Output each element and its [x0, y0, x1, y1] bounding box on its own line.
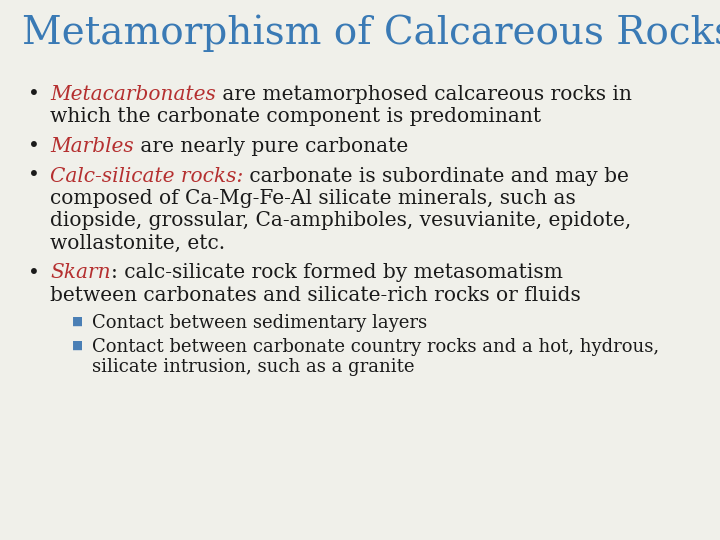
- Text: wollastonite, etc.: wollastonite, etc.: [50, 234, 225, 253]
- Text: Contact between carbonate country rocks and a hot, hydrous,: Contact between carbonate country rocks …: [92, 338, 659, 356]
- Text: Skarn: Skarn: [50, 264, 111, 282]
- Text: •: •: [28, 264, 40, 282]
- Text: silicate intrusion, such as a granite: silicate intrusion, such as a granite: [92, 359, 415, 376]
- Text: are metamorphosed calcareous rocks in: are metamorphosed calcareous rocks in: [216, 85, 631, 104]
- Text: Contact between sedimentary layers: Contact between sedimentary layers: [92, 314, 427, 332]
- Text: Marbles: Marbles: [50, 137, 134, 156]
- Text: Calc-silicate rocks:: Calc-silicate rocks:: [50, 166, 243, 186]
- Text: •: •: [28, 137, 40, 156]
- Text: •: •: [28, 85, 40, 104]
- Text: composed of Ca-Mg-Fe-Al silicate minerals, such as: composed of Ca-Mg-Fe-Al silicate mineral…: [50, 189, 576, 208]
- Text: : calc-silicate rock formed by metasomatism: : calc-silicate rock formed by metasomat…: [111, 264, 562, 282]
- Text: are nearly pure carbonate: are nearly pure carbonate: [134, 137, 408, 156]
- Text: ■: ■: [72, 339, 83, 352]
- Text: Metacarbonates: Metacarbonates: [50, 85, 216, 104]
- Text: carbonate is subordinate and may be: carbonate is subordinate and may be: [243, 166, 629, 186]
- Text: •: •: [28, 166, 40, 186]
- Text: Metamorphism of Calcareous Rocks: Metamorphism of Calcareous Rocks: [22, 15, 720, 52]
- Text: between carbonates and silicate-rich rocks or fluids: between carbonates and silicate-rich roc…: [50, 286, 581, 305]
- Text: which the carbonate component is predominant: which the carbonate component is predomi…: [50, 107, 541, 126]
- Text: ■: ■: [72, 314, 83, 327]
- Text: diopside, grossular, Ca-amphiboles, vesuvianite, epidote,: diopside, grossular, Ca-amphiboles, vesu…: [50, 212, 631, 231]
